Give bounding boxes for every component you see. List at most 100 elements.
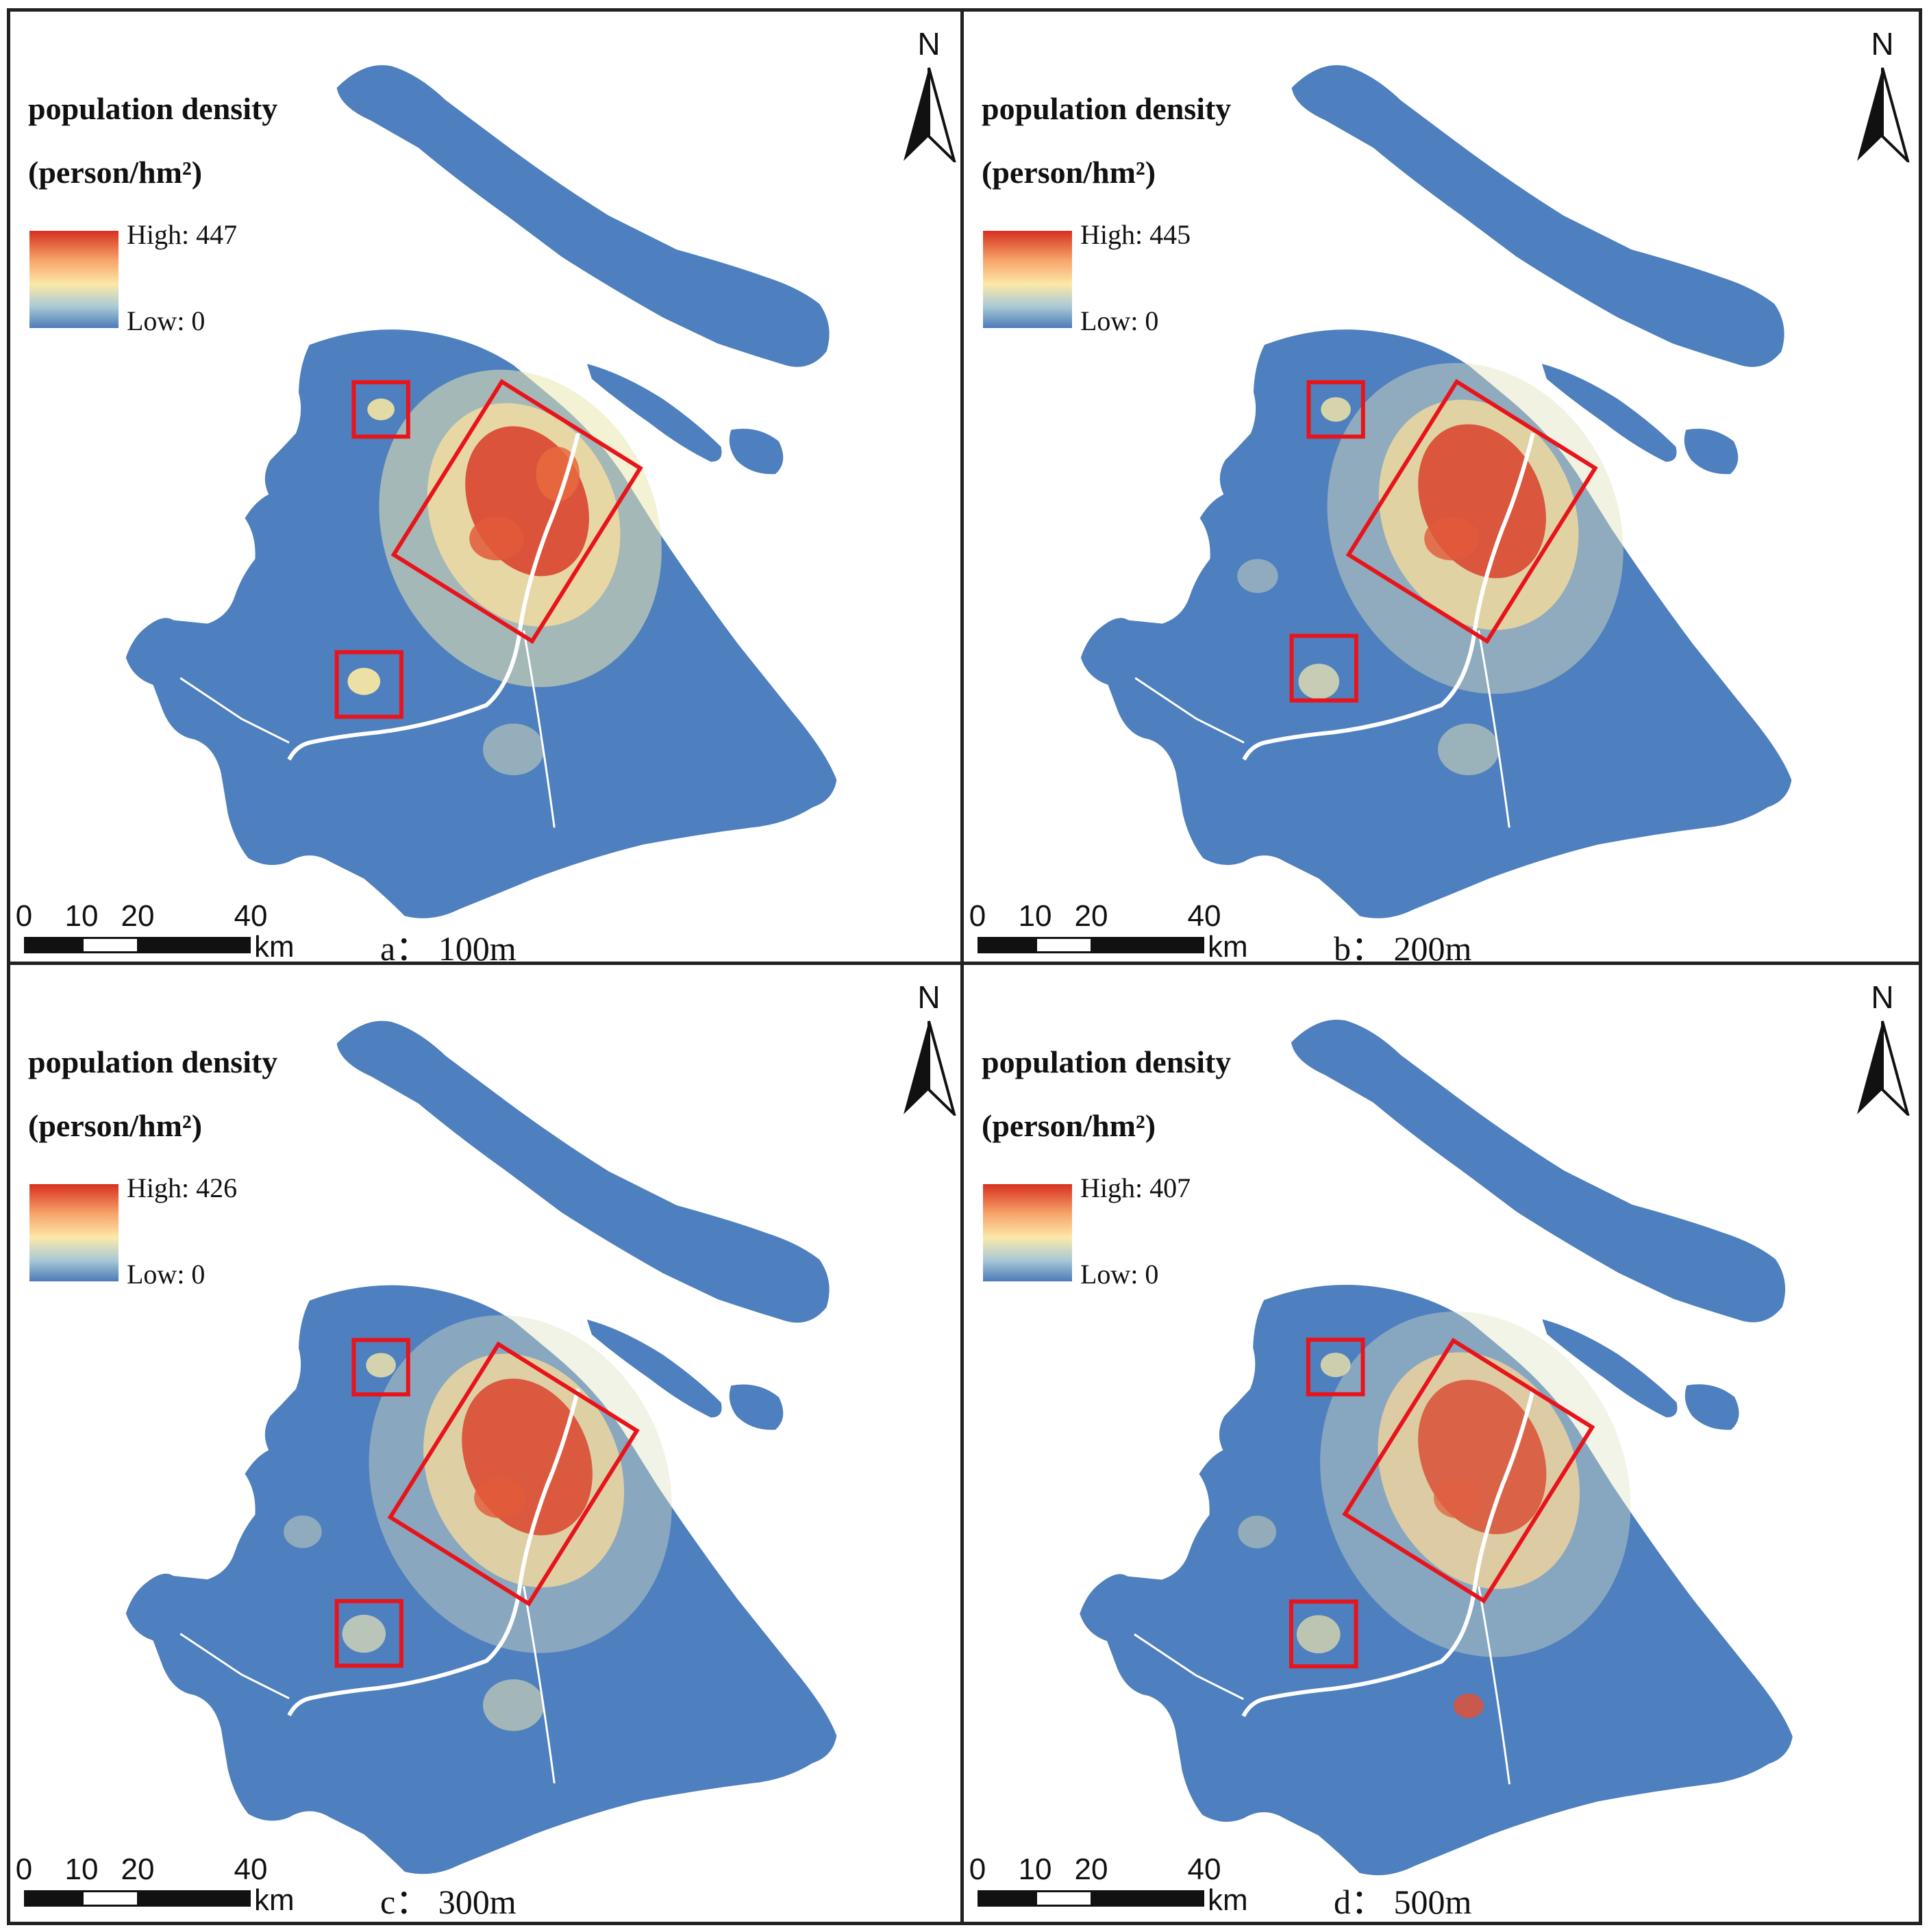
satellite-hotspot: [342, 1614, 386, 1653]
north-arrow: N: [898, 979, 960, 1116]
legend-title: population density: [28, 91, 278, 126]
scale-segment: [24, 937, 83, 953]
river-layer: [179, 432, 580, 828]
chongming-island: [1291, 1019, 1786, 1322]
suburban-hotspot: [1237, 559, 1278, 593]
legend-high-label: High: 407: [1080, 1172, 1191, 1203]
chongming-island: [336, 65, 830, 367]
panel-label: c： 300m: [380, 1883, 517, 1921]
scale-segment: [1091, 1890, 1204, 1907]
suburban-hotspot: [1238, 1516, 1277, 1548]
map-panel-a: population density (person/hm²) High: 44…: [7, 8, 966, 968]
highlight-box-north: [1306, 380, 1365, 439]
scale-segment: [978, 1890, 1036, 1907]
huangpu-river: [1242, 432, 1535, 761]
north-arrow: N: [1852, 979, 1913, 1116]
high-density-spot: [1434, 1477, 1483, 1519]
highlight-box-southwest: [1289, 633, 1358, 703]
suburban-hotspot: [284, 1515, 322, 1548]
scale-tick: 40: [1187, 1853, 1221, 1886]
highlight-box-central: [1345, 379, 1598, 644]
highlight-box-central: [390, 379, 643, 644]
north-arrow: N: [898, 25, 960, 162]
canal: [523, 630, 556, 828]
hengsha-island: [1684, 1384, 1739, 1430]
satellite-hotspot: [347, 668, 381, 695]
chongming-island: [336, 1020, 830, 1323]
scale-tick: 0: [15, 899, 33, 933]
satellite-hotspot: [367, 398, 395, 421]
satellite-hotspot: [366, 1353, 396, 1378]
legend-low-label: Low: 0: [127, 305, 206, 336]
scale-unit: km: [1208, 1883, 1248, 1917]
north-arrow: N: [1852, 25, 1913, 162]
highlight-boxes: [1289, 379, 1598, 703]
scale-tick: 20: [121, 1853, 155, 1886]
scale-unit: km: [254, 1883, 295, 1917]
scale-tick: 10: [1018, 1853, 1052, 1886]
changxing-island: [586, 364, 722, 462]
highlight-box-southwest: [334, 650, 403, 719]
land-layer: [1080, 1019, 1793, 1876]
scale-tick: 40: [234, 899, 268, 933]
shanghai-mainland: [1080, 1284, 1793, 1876]
canal: [1134, 1633, 1244, 1701]
scale-tick: 20: [1074, 899, 1108, 933]
shanghai-mainland: [1080, 329, 1792, 918]
map-panel-c: population density (person/hm²) High: 42…: [7, 962, 966, 1925]
canal: [523, 1585, 556, 1784]
density-layer: [347, 369, 662, 775]
scale-bar: 0 10 20 40 km: [968, 1853, 1256, 1917]
north-label: N: [917, 979, 941, 1015]
scale-segment: [82, 937, 139, 953]
canal: [1134, 677, 1245, 744]
highlight-box-southwest: [334, 1598, 403, 1668]
high-density-spot: [469, 516, 524, 561]
changxing-island: [1541, 364, 1677, 462]
land-layer: [125, 1020, 837, 1874]
map-canvas: [1080, 1019, 1793, 1876]
legend-color-ramp: [29, 1184, 119, 1281]
scale-tick: 40: [234, 1853, 268, 1886]
north-label: N: [1871, 979, 1894, 1015]
scale-bar: 0 10 20 40 km: [14, 899, 302, 964]
satellite-hotspot: [1320, 1353, 1351, 1377]
chongming-island: [1291, 65, 1784, 367]
legend-units: (person/hm²): [982, 1108, 1156, 1143]
scale-segment: [1035, 937, 1093, 953]
legend-title: population density: [28, 1044, 278, 1079]
highlight-boxes: [334, 379, 643, 719]
legend-units: (person/hm²): [982, 155, 1156, 190]
legend-low-label: Low: 0: [1080, 305, 1159, 336]
legend-high-label: High: 445: [1080, 219, 1191, 250]
map-canvas: [125, 65, 837, 918]
suburban-hotspot: [1453, 1693, 1484, 1718]
legend-color-ramp: [29, 231, 119, 328]
legend-low-label: Low: 0: [127, 1259, 206, 1290]
legend-high-label: High: 447: [127, 219, 238, 250]
legend-color-ramp: [983, 1184, 1072, 1281]
panel-label: a： 100m: [380, 929, 517, 968]
highlight-box-southwest: [1289, 1599, 1358, 1669]
density-layer: [1238, 1312, 1631, 1718]
satellite-hotspot: [1298, 664, 1340, 699]
suburban-hotspot: [1438, 723, 1499, 775]
river-layer: [1134, 432, 1535, 828]
canal: [1478, 630, 1510, 828]
scale-segment: [978, 937, 1036, 953]
north-arrow-icon: [1857, 67, 1910, 162]
legend-units: (person/hm²): [28, 155, 203, 190]
north-label: N: [917, 26, 941, 62]
scale-segment: [1035, 1890, 1093, 1907]
map-panel-d: population density (person/hm²) High: 40…: [960, 962, 1922, 1925]
north-arrow-icon: [1857, 1020, 1910, 1116]
scale-segment: [82, 1890, 139, 1907]
land-layer: [1080, 65, 1792, 918]
high-density-spot: [1424, 516, 1479, 561]
legend-high-label: High: 426: [127, 1172, 238, 1203]
huangpu-river: [1241, 1388, 1536, 1718]
scale-bar: 0 10 20 40 km: [14, 1853, 302, 1917]
scale-tick: 10: [64, 1853, 99, 1886]
highlight-box-north: [351, 380, 410, 439]
